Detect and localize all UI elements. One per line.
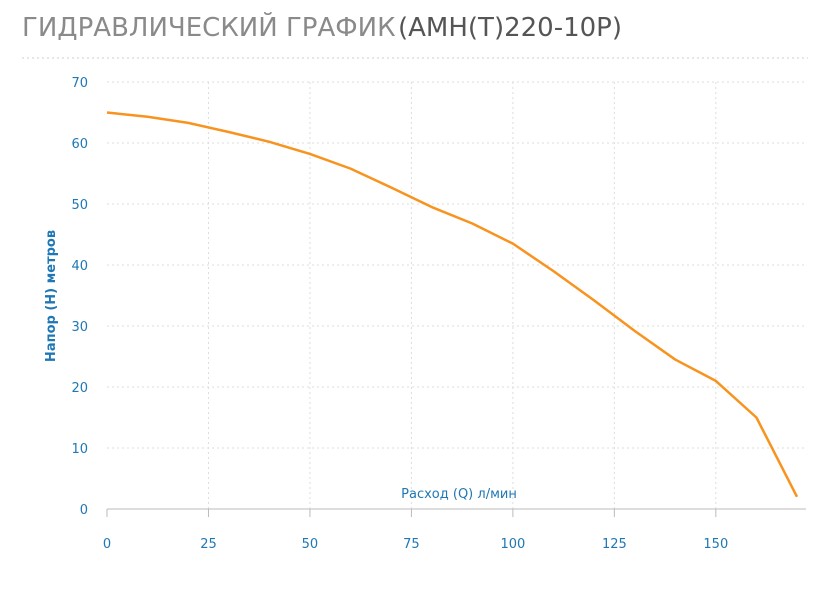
- y-tick-label: 50: [71, 198, 88, 213]
- data-line: [106, 111, 799, 498]
- y-tick-label: 20: [71, 381, 88, 396]
- y-tick-label: 30: [71, 320, 88, 335]
- y-tick-label: 0: [80, 503, 88, 518]
- x-tick-label: 150: [703, 537, 728, 552]
- x-tick-label: 125: [602, 537, 627, 552]
- x-tick-label: 75: [403, 537, 420, 552]
- y-tick-label: 60: [71, 137, 88, 152]
- x-tick-label: 0: [103, 537, 111, 552]
- x-tick-label: 100: [500, 537, 525, 552]
- x-tick-label: 50: [302, 537, 319, 552]
- x-axis-label: Расход (Q) л/мин: [401, 487, 517, 502]
- y-tick-label: 70: [71, 76, 88, 91]
- y-tick-label: 40: [71, 259, 88, 274]
- chart-subtitle: (АМН(Т)220-10Р): [398, 13, 622, 43]
- x-tick-label: 25: [200, 537, 217, 552]
- y-tick-label: 10: [71, 442, 88, 457]
- chart-title: ГИДРАВЛИЧЕСКИЙ ГРАФИК: [22, 11, 396, 43]
- y-axis-label: Напор (H) метров: [44, 230, 59, 362]
